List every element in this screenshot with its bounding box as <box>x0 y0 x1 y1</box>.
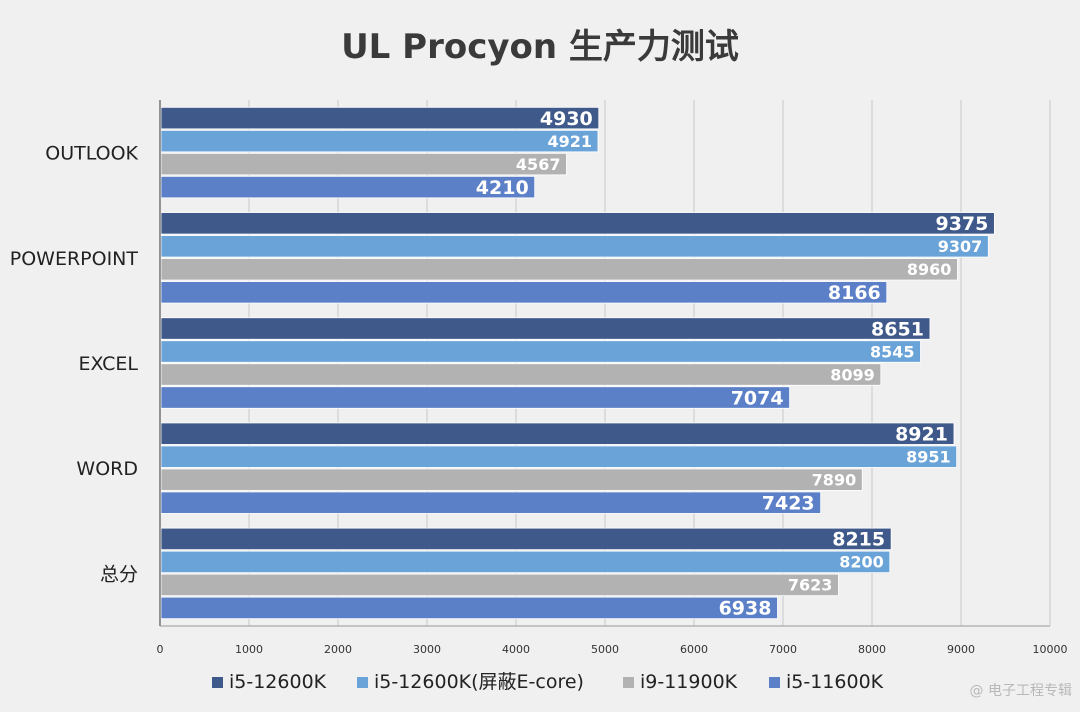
axes: 0 1000 2000 3000 4000 5000 6000 7000 8000 9000 100… <box>10 100 1068 656</box>
legend-label: i9-11900K <box>640 671 738 693</box>
data-label: 8545 <box>870 342 915 361</box>
bar <box>160 468 863 491</box>
bars: 4930 4921 4567 4210 9375 9307 8960 8166 8651 8545… <box>160 106 995 620</box>
legend-swatch <box>212 677 223 688</box>
data-label: 6938 <box>719 598 772 620</box>
x-tick-label: 3000 <box>413 643 441 656</box>
legend-swatch <box>769 677 780 688</box>
data-label: 8215 <box>832 529 885 551</box>
bar <box>160 175 536 199</box>
bar <box>160 573 839 597</box>
data-label: 9307 <box>938 237 983 256</box>
x-tick-label: 6000 <box>680 643 708 656</box>
data-label: 8951 <box>906 447 951 466</box>
bar <box>160 550 891 574</box>
bar <box>160 422 955 445</box>
data-label: 4921 <box>547 132 592 151</box>
bar <box>160 386 790 409</box>
x-tick-label: 8000 <box>858 643 886 656</box>
x-tick-label: 2000 <box>324 643 352 656</box>
bar <box>160 445 958 468</box>
data-label: 4930 <box>540 108 593 130</box>
data-label: 7423 <box>762 493 815 515</box>
data-label: 8651 <box>871 318 924 340</box>
data-label: 8921 <box>895 424 948 446</box>
bar <box>160 317 931 340</box>
data-label: 4567 <box>516 155 561 174</box>
bar <box>160 152 567 176</box>
x-tick-label: 4000 <box>502 643 530 656</box>
bar <box>160 281 888 304</box>
bar <box>160 596 778 620</box>
x-tick-label: 1000 <box>235 643 263 656</box>
bar <box>160 340 921 363</box>
bar <box>160 212 995 235</box>
category-label: OUTLOOK <box>45 143 138 165</box>
bar <box>160 106 600 130</box>
chart-title: UL Procyon 生产力测试 <box>341 27 739 67</box>
category-label: WORD <box>76 458 138 480</box>
bar <box>160 363 882 386</box>
bar <box>160 527 892 551</box>
data-label: 8166 <box>828 282 881 304</box>
x-tick-label: 10000 <box>1033 643 1068 656</box>
bar <box>160 258 958 281</box>
x-tick-label: 7000 <box>769 643 797 656</box>
category-label: 总分 <box>100 563 138 585</box>
legend-label: i5-12600K <box>229 671 327 693</box>
bar <box>160 491 822 514</box>
data-label: 4210 <box>476 177 529 199</box>
data-label: 8960 <box>907 260 952 279</box>
watermark: @ 电子工程专辑 <box>970 683 1072 699</box>
data-label: 9375 <box>935 213 988 235</box>
x-tick-label: 5000 <box>591 643 619 656</box>
legend: i5-12600K i5-12600K(屏蔽E-core) i9-11900K i5-… <box>212 671 884 693</box>
bar <box>160 129 599 153</box>
data-label: 8099 <box>830 365 875 384</box>
x-tick-label: 0 <box>157 643 164 656</box>
x-tick-label: 9000 <box>947 643 975 656</box>
bar <box>160 235 989 258</box>
data-label: 8200 <box>839 553 884 572</box>
legend-swatch <box>623 677 634 688</box>
legend-swatch <box>357 677 368 688</box>
data-label: 7623 <box>788 576 833 595</box>
legend-label: i5-11600K <box>786 671 884 693</box>
legend-label: i5-12600K(屏蔽E-core) <box>374 671 584 693</box>
data-label: 7074 <box>731 387 784 409</box>
category-label: POWERPOINT <box>10 248 139 270</box>
data-label: 7890 <box>812 470 857 489</box>
category-label: EXCEL <box>79 353 139 375</box>
